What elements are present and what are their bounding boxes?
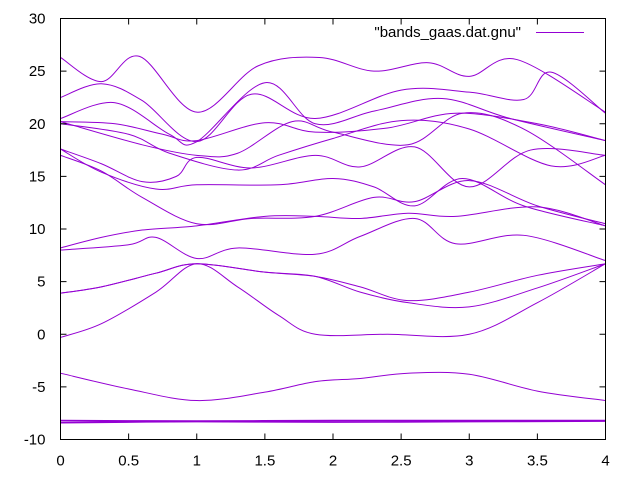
band-line-2 bbox=[60, 420, 606, 424]
band-line-3 bbox=[60, 371, 606, 402]
y-tick-label: 25 bbox=[29, 63, 46, 80]
band-line-4 bbox=[60, 263, 606, 338]
y-tick-label: 10 bbox=[29, 221, 46, 238]
y-tick-label: 20 bbox=[29, 116, 46, 133]
y-tick-label: -10 bbox=[24, 432, 46, 449]
band-line-15 bbox=[60, 82, 606, 146]
band-line-9 bbox=[60, 154, 606, 226]
x-tick-label: 0.5 bbox=[118, 453, 139, 470]
x-tick-label: 2 bbox=[329, 453, 337, 470]
y-tick-label: 5 bbox=[37, 274, 45, 291]
y-tick-label: 30 bbox=[29, 11, 46, 28]
x-tick-label: 4 bbox=[601, 453, 609, 470]
x-tick-label: 1 bbox=[193, 453, 201, 470]
x-tick-label: 0 bbox=[56, 453, 64, 470]
band-line-16 bbox=[60, 71, 606, 143]
axis-ticks: 0 0.5 1 1.5 2 2.5 3 3.5 4 -10 -5 0 5 10 15 20 25 30 bbox=[24, 11, 610, 470]
band-line-1 bbox=[60, 419, 606, 422]
plot-frame bbox=[60, 18, 606, 440]
y-tick-label: -5 bbox=[32, 379, 45, 396]
x-tick-label: 2.5 bbox=[391, 453, 412, 470]
x-tick-label: 3 bbox=[465, 453, 473, 470]
band-line-12 bbox=[60, 119, 606, 171]
legend: "bands_gaas.dat.gnu" bbox=[374, 24, 584, 41]
band-line-7 bbox=[60, 217, 606, 262]
band-line-6 bbox=[60, 263, 606, 302]
y-tick-label: 15 bbox=[29, 168, 46, 185]
band-line-11 bbox=[60, 146, 606, 188]
band-line-8 bbox=[60, 206, 606, 249]
x-tick-label: 3.5 bbox=[527, 453, 548, 470]
x-tick-label: 1.5 bbox=[254, 453, 275, 470]
band-line-14 bbox=[60, 112, 606, 142]
legend-label: "bands_gaas.dat.gnu" bbox=[374, 24, 521, 41]
y-tick-label: 0 bbox=[37, 326, 45, 343]
band-line-10 bbox=[60, 148, 606, 227]
band-line-13 bbox=[60, 112, 606, 186]
band-line-17 bbox=[60, 55, 606, 113]
plot-area bbox=[60, 55, 606, 424]
